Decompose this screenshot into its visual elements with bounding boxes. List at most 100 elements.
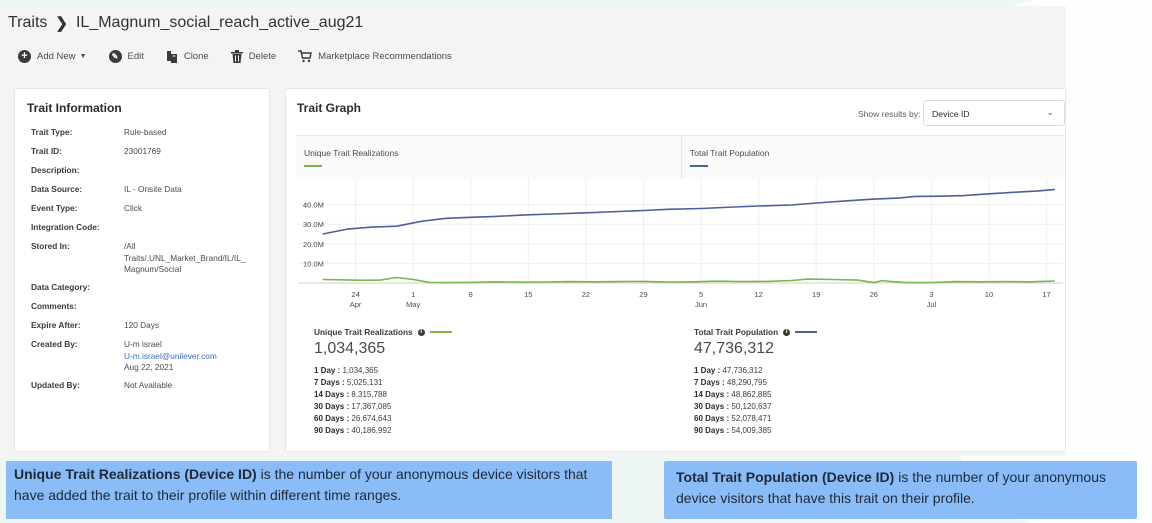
stat-row-label: 90 Days :: [314, 426, 350, 435]
stat-row-value: 48,290,795: [724, 378, 767, 387]
breadcrumb-current: IL_Magnum_social_reach_active_aug21: [75, 14, 364, 31]
info-row-data-source: Data Source: IL - Onsite Data: [31, 184, 259, 196]
legend-label: Total Trait Population: [690, 148, 770, 158]
stat-row: 60 Days : 52,078,471: [694, 413, 817, 425]
marketplace-recommendations-label: Marketplace Recommendations: [318, 51, 452, 62]
stat-row-value: 5,025,131: [344, 378, 383, 387]
info-row-created-by: Created By: U-m israel U-m.israel@unilev…: [31, 339, 259, 374]
x-tick-label: 5: [699, 290, 703, 299]
toolbar: + Add New ▼ ✎ Edit Clone Delete Marketpl…: [18, 50, 452, 63]
edit-label: Edit: [127, 51, 144, 62]
stat-row-value: 40,186,992: [349, 426, 392, 435]
x-tick-label: 22: [582, 290, 590, 299]
stat-row: 1 Day : 47,736,312: [694, 365, 817, 377]
caret-down-icon: ▼: [79, 53, 87, 60]
stat-row-value: 8,315,788: [349, 390, 387, 399]
info-label: Trait Type:: [31, 127, 73, 137]
stat-rows: 1 Day : 47,736,312 7 Days : 48,290,795 14 …: [694, 365, 817, 437]
x-tick-label: 29: [639, 290, 647, 299]
edit-button[interactable]: ✎ Edit: [108, 50, 144, 63]
clone-icon: [166, 50, 178, 63]
stat-row-value: 52,078,471: [729, 414, 772, 423]
callout-unique-trait-realizations: Unique Trait Realizations (Device ID) is…: [6, 461, 612, 519]
stat-total: 47,736,312: [694, 340, 775, 357]
stat-title: Total Trait Population: [694, 327, 779, 337]
series-line-unique-trait-realizations: [322, 276, 1055, 284]
legend-swatch: [690, 165, 708, 167]
info-value: Rule-based: [124, 127, 167, 137]
stat-row-label: 60 Days :: [314, 414, 350, 423]
show-results-by-select[interactable]: Device ID ⌄: [923, 100, 1065, 126]
add-new-button[interactable]: + Add New ▼: [18, 50, 87, 63]
stat-row-label: 60 Days :: [694, 414, 730, 423]
info-value: IL - Onsite Data: [124, 184, 182, 194]
pencil-circle-icon: ✎: [108, 50, 122, 63]
x-tick-label: 8: [469, 290, 473, 299]
stat-row-label: 14 Days :: [694, 390, 730, 399]
info-icon[interactable]: i: [417, 328, 425, 336]
x-tick-label: 12: [754, 290, 762, 299]
trait-information-panel: Trait Information Trait Type: Rule-based…: [14, 88, 270, 452]
stat-row-value: 47,736,312: [720, 366, 763, 375]
info-row-stored-in: Stored In: /All Traits/.UNL_Market_Brand…: [31, 241, 259, 276]
info-value: [124, 301, 259, 311]
trait-graph-title: Trait Graph: [297, 101, 362, 115]
x-tick-label: 26: [870, 290, 878, 299]
info-label: Updated By:: [31, 380, 80, 390]
x-tick-month-label: Jun: [695, 300, 707, 309]
legend-divider: [681, 136, 682, 180]
info-label: Data Category:: [31, 282, 91, 292]
stat-row: 7 Days : 5,025,131: [314, 377, 452, 389]
callout-term: Unique Trait Realizations (Device ID): [14, 466, 257, 482]
stat-row-label: 30 Days :: [314, 402, 350, 411]
stat-row: 90 Days : 40,186,992: [314, 425, 452, 437]
chevron-down-icon: ⌄: [1046, 107, 1054, 117]
info-value: Not Available: [124, 380, 173, 390]
delete-button[interactable]: Delete: [230, 50, 277, 63]
callout-text: is the number of your anonymous device v…: [14, 466, 588, 503]
info-value: [124, 165, 259, 175]
info-row-expire-after: Expire After: 120 Days: [31, 320, 259, 332]
x-tick-label: 19: [812, 290, 820, 299]
legend-swatch: [304, 165, 322, 167]
x-tick-label: 1: [411, 290, 415, 299]
stat-row: 30 Days : 17,367,085: [314, 401, 452, 413]
stat-header: Total Trait Population i: [694, 327, 818, 337]
select-value: Device ID: [932, 109, 970, 119]
info-row-integration-code: Integration Code:: [31, 222, 259, 232]
y-tick-label: 10.0M: [303, 259, 324, 268]
stat-title: Unique Trait Realizations: [314, 327, 413, 337]
delete-label: Delete: [248, 51, 277, 62]
legend-unique-trait-realizations[interactable]: Unique Trait Realizations: [304, 148, 399, 167]
stat-total: 1,034,365: [314, 340, 386, 357]
stat-row: 14 Days : 48,862,885: [694, 389, 817, 401]
stat-row-label: 30 Days :: [694, 402, 730, 411]
info-row-event-type: Event Type: Click: [31, 203, 259, 215]
info-row-comments: Comments:: [31, 301, 259, 311]
creator-email-link[interactable]: U-m.israel@unilever.com: [124, 350, 217, 361]
stat-row-label: 1 Day :: [694, 366, 721, 375]
info-value: 120 Days: [124, 320, 160, 330]
marketplace-recommendations-button[interactable]: Marketplace Recommendations: [298, 50, 452, 63]
clone-button[interactable]: Clone: [166, 50, 209, 63]
info-label: Data Source:: [31, 184, 83, 194]
created-date: Aug 22, 2021: [124, 362, 174, 372]
stat-row-value: 17,367,085: [349, 402, 392, 411]
traits-app: Traits ❯ IL_Magnum_social_reach_active_a…: [0, 6, 1066, 456]
x-tick-label: 10: [985, 290, 993, 299]
info-icon[interactable]: i: [783, 328, 791, 336]
stat-row-label: 14 Days :: [314, 390, 350, 399]
stat-row: 90 Days : 54,009,385: [694, 425, 817, 437]
info-value: /All Traits/.UNL_Market_Brand/IL/IL_ Mag…: [124, 241, 246, 274]
trash-icon: [230, 50, 243, 63]
stat-row: 60 Days : 26,674,643: [314, 413, 452, 425]
stat-row-value: 50,120,637: [729, 402, 772, 411]
y-tick-label: 40.0M: [303, 201, 324, 210]
callout-text: is the number of your anonymous device v…: [676, 469, 1106, 506]
clone-label: Clone: [183, 51, 209, 62]
x-tick-label: 24: [351, 290, 359, 299]
legend-total-trait-population[interactable]: Total Trait Population: [690, 148, 769, 167]
info-row-data-category: Data Category:: [31, 282, 259, 292]
breadcrumb-root[interactable]: Traits: [8, 14, 48, 31]
stat-rows: 1 Day : 1,034,365 7 Days : 5,025,131 14 Da…: [314, 365, 452, 437]
